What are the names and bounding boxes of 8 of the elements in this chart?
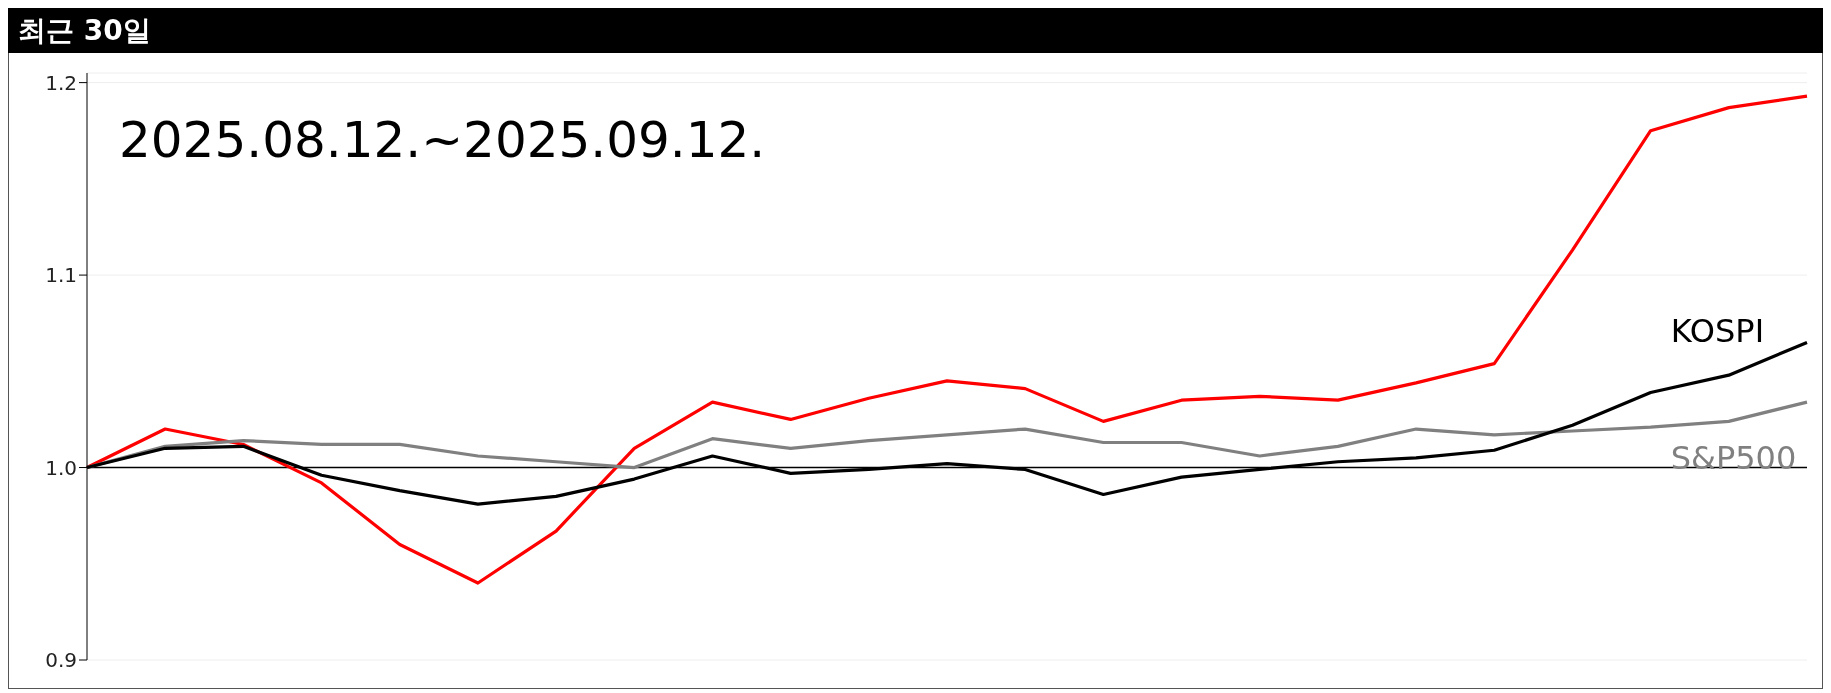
series-label: KOSPI	[1670, 312, 1765, 351]
y-tick-label: 1.0	[45, 455, 77, 480]
series-label: S&P500	[1670, 439, 1797, 478]
chart-title: 최근 30일	[8, 8, 1823, 53]
y-tick-label: 0.9	[45, 648, 77, 673]
y-tick-label: 1.2	[45, 70, 77, 95]
y-tick-label: 1.1	[45, 263, 77, 288]
annotation: 2025.08.12.~2025.09.12.	[119, 111, 766, 169]
